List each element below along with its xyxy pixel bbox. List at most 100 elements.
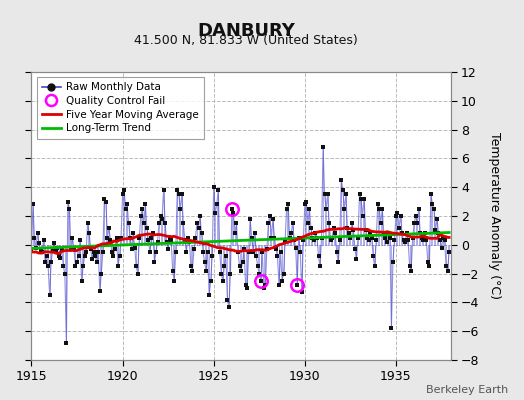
Point [143,224,151,231]
Point [122,206,130,212]
Point [351,246,359,252]
Point [185,239,193,245]
Point [194,224,203,231]
Point [430,206,438,212]
Point [110,253,118,260]
Point [418,234,426,241]
Point [375,206,384,212]
Point [95,288,104,294]
Point [93,259,101,265]
Point [85,230,93,236]
Point [334,259,342,265]
Point [174,191,183,198]
Point [134,270,142,277]
Point [421,230,429,236]
Point [135,234,144,241]
Point [228,206,236,212]
Point [214,187,223,193]
Point [257,278,265,284]
Point [190,246,198,252]
Point [406,263,414,270]
Point [263,246,271,252]
Point [343,224,352,231]
Point [407,268,416,274]
Point [217,270,225,277]
Point [395,224,403,231]
Point [428,201,436,208]
Point [103,234,112,241]
Point [370,263,379,270]
Point [169,268,177,274]
Point [167,237,176,244]
Point [176,206,184,212]
Point [127,246,136,252]
Point [394,210,402,216]
Point [360,196,368,202]
Point [270,234,279,241]
Point [86,246,95,252]
Point [402,230,411,236]
Point [357,196,365,202]
Point [384,230,392,236]
Point [29,201,37,208]
Point [152,249,160,255]
Point [235,263,244,270]
Point [243,285,252,291]
Point [387,325,396,332]
Point [44,263,52,270]
Point [138,206,147,212]
Point [38,249,46,255]
Point [242,282,250,288]
Point [310,237,318,244]
Point [30,234,39,241]
Point [27,246,36,252]
Point [34,230,42,236]
Point [234,249,242,255]
Point [433,216,441,222]
Point [144,237,152,244]
Point [50,240,58,246]
Point [299,237,308,244]
Text: Berkeley Earth: Berkeley Earth [426,385,508,395]
Point [245,249,253,255]
Point [83,220,92,226]
Point [166,234,174,241]
Point [326,237,335,244]
Point [123,201,132,208]
Point [281,239,289,245]
Point [206,278,215,284]
Point [118,191,127,198]
Point [179,220,188,226]
Point [181,237,189,244]
Point [339,187,347,193]
Point [249,249,257,255]
Point [443,268,452,274]
Y-axis label: Temperature Anomaly (°C): Temperature Anomaly (°C) [488,132,501,300]
Point [53,244,61,251]
Point [237,268,245,274]
Point [32,244,40,251]
Point [364,237,373,244]
Point [70,246,78,252]
Point [440,237,449,244]
Point [42,253,51,260]
Point [213,201,221,208]
Point [381,234,389,241]
Point [319,144,328,150]
Point [424,259,432,265]
Point [117,234,125,241]
Point [154,239,162,245]
Point [219,278,227,284]
Point [203,249,212,255]
Point [398,230,406,236]
Point [294,234,303,241]
Point [250,230,259,236]
Point [193,220,201,226]
Point [416,230,424,236]
Point [39,237,48,244]
Point [279,270,288,277]
Point [140,220,148,226]
Point [58,246,66,252]
Point [141,201,149,208]
Point [80,253,89,260]
